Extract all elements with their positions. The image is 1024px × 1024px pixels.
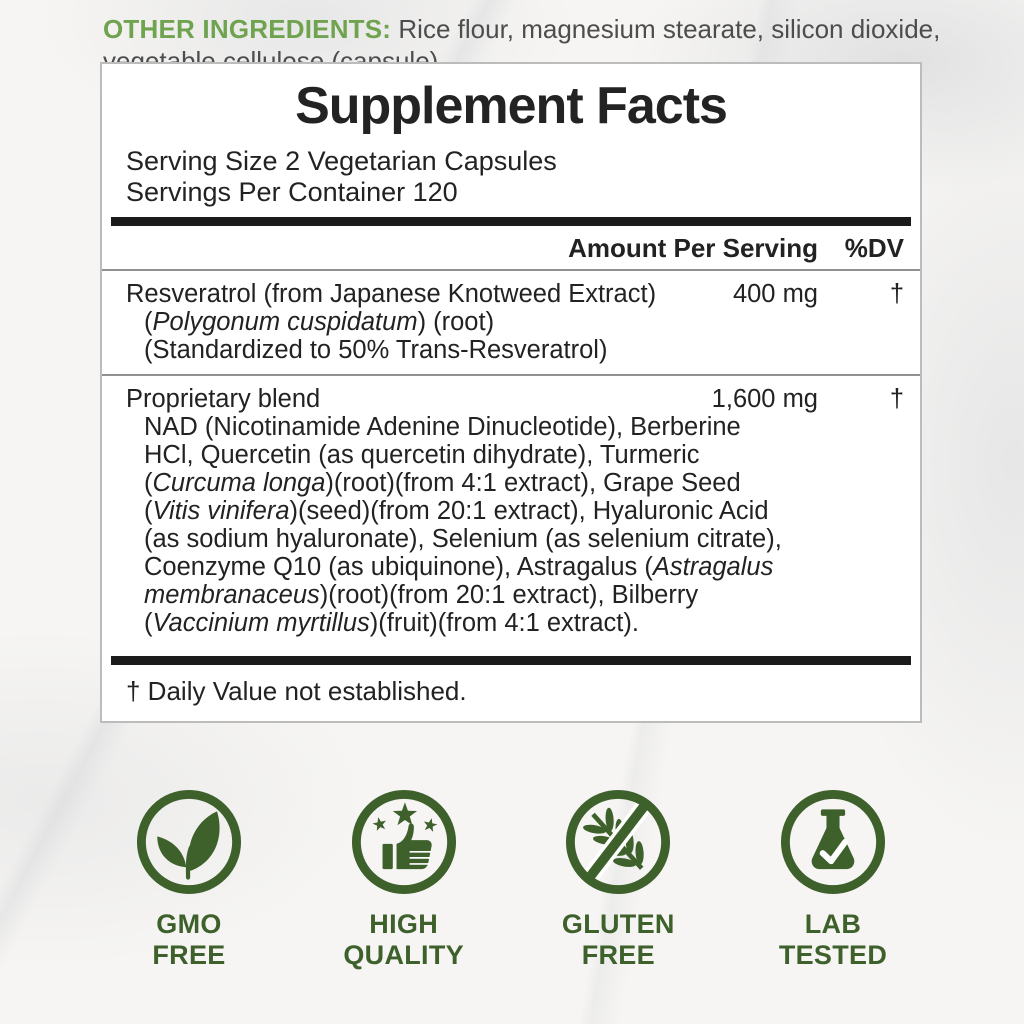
ingredient-subline: (Vitis vinifera)(seed)(from 20:1 extract… <box>144 497 769 525</box>
badge-row: GMO FREE HIG <box>100 786 922 971</box>
dv-header: %DV <box>844 233 904 263</box>
divider-thick-bottom <box>111 656 911 665</box>
badge-gluten-free: GLUTEN FREE <box>529 786 707 971</box>
amount-per-serving-header: Amount Per Serving <box>568 233 818 263</box>
ingredient-dv: † <box>889 280 904 308</box>
high-quality-icon <box>351 789 456 895</box>
badge-high-quality: HIGH QUALITY <box>315 786 493 971</box>
ingredient-subline: (Polygonum cuspidatum) (root) <box>144 308 495 336</box>
ingredient-subline: membranaceus)(root)(from 20:1 extract), … <box>144 581 699 609</box>
other-ingredients-label: OTHER INGREDIENTS: <box>103 14 392 44</box>
ingredient-subline: (Standardized to 50% Trans-Resveratrol) <box>144 336 608 364</box>
badge-label: HIGH QUALITY <box>343 909 464 970</box>
table-header: Amount Per Serving %DV <box>102 226 920 271</box>
serving-info: Serving Size 2 Vegetarian Capsules Servi… <box>102 136 920 208</box>
badge-label: GLUTEN FREE <box>561 909 675 970</box>
ingredient-subline: NAD (Nicotinamide Adenine Dinucleotide),… <box>144 413 741 441</box>
ingredient-amount: 400 mg <box>732 280 818 308</box>
divider-thick-top <box>111 217 911 226</box>
supplement-facts-panel: Supplement Facts Serving Size 2 Vegetari… <box>100 62 922 723</box>
badge-lab-tested: LAB TESTED <box>744 786 922 971</box>
servings-per-container: Servings Per Container 120 <box>126 177 458 207</box>
ingredient-amount: 1,600 mg <box>711 385 818 413</box>
ingredient-name: Resveratrol (from Japanese Knotweed Extr… <box>126 280 657 308</box>
other-ingredients-line1: OTHER INGREDIENTS: Rice flour, magnesium… <box>103 13 963 45</box>
badge-gmo-free: GMO FREE <box>100 786 278 971</box>
gmo-free-icon <box>136 789 242 895</box>
rows: Resveratrol (from Japanese Knotweed Extr… <box>102 271 920 647</box>
panel-title: Supplement Facts <box>295 77 728 135</box>
badge-label: LAB TESTED <box>778 909 888 970</box>
daily-value-footnote: † Daily Value not established. <box>126 676 467 706</box>
ingredient-name: Proprietary blend <box>126 385 321 413</box>
ingredient-row: Resveratrol (from Japanese Knotweed Extr… <box>102 271 920 374</box>
other-ingredients: OTHER INGREDIENTS: Rice flour, magnesium… <box>103 13 963 77</box>
serving-size: Serving Size 2 Vegetarian Capsules <box>126 146 557 176</box>
ingredient-dv: † <box>889 385 904 413</box>
ingredient-subline: (as sodium hyaluronate), Selenium (as se… <box>144 525 782 553</box>
ingredient-subline: (Curcuma longa)(root)(from 4:1 extract),… <box>144 469 741 497</box>
ingredient-row: Proprietary blend 1,600 mg † NAD (Nicotinam… <box>102 374 920 647</box>
ingredient-subline: Coenzyme Q10 (as ubiquinone), Astragalus… <box>144 553 774 581</box>
gluten-free-icon <box>566 789 671 895</box>
ingredient-subline: HCl, Quercetin (as quercetin dihydrate),… <box>144 441 700 469</box>
ingredient-subline: (Vaccinium myrtillus)(fruit)(from 4:1 ex… <box>144 609 639 637</box>
lab-tested-icon <box>780 789 886 895</box>
badge-label: GMO FREE <box>152 909 226 970</box>
other-ingredients-text1: Rice flour, magnesium stearate, silicon … <box>398 14 941 44</box>
